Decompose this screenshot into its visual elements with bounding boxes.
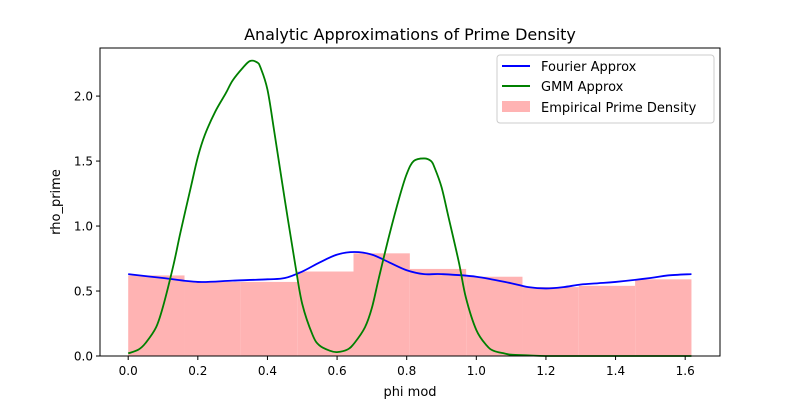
x-tick-label-0: 0.0 xyxy=(119,364,138,378)
chart-title: Analytic Approximations of Prime Density xyxy=(244,25,576,44)
histogram-bar-5 xyxy=(409,268,467,356)
y-axis-label: rho_prime xyxy=(49,169,64,235)
legend-gmm-label: GMM Approx xyxy=(541,80,624,95)
histogram-bar-2 xyxy=(240,281,298,356)
histogram-bar-3 xyxy=(297,271,354,356)
x-tick-label-4: 0.8 xyxy=(397,364,416,378)
histogram-layer xyxy=(128,253,692,356)
x-tick-label-6: 1.2 xyxy=(536,364,555,378)
legend: Fourier Approx GMM Approx Empirical Prim… xyxy=(496,54,715,124)
histogram-bar-7 xyxy=(522,287,579,356)
y-tick-label-1: 0.5 xyxy=(74,285,93,299)
histogram-bar-6 xyxy=(466,276,523,356)
y-ticks: 0.0 0.5 1.0 1.5 2.0 xyxy=(74,90,100,364)
series-line-gmm xyxy=(127,59,692,357)
legend-histogram-swatch xyxy=(502,101,530,112)
series-line-fourier xyxy=(128,251,692,290)
x-tick-label-8: 1.6 xyxy=(676,364,695,378)
y-tick-label-3: 1.5 xyxy=(74,155,93,169)
x-tick-label-5: 1.0 xyxy=(467,364,486,378)
axes: 0.0 0.2 0.4 0.6 0.8 1.0 1.2 1.4 1.6 0.0 0.5 1.0 1.5… xyxy=(74,47,721,378)
x-axis-label: phi mod xyxy=(383,385,436,400)
x-ticks: 0.0 0.2 0.4 0.6 0.8 1.0 1.2 1.4 1.6 xyxy=(119,356,695,378)
y-tick-label-4: 2.0 xyxy=(74,90,93,104)
legend-histogram-label: Empirical Prime Density xyxy=(541,101,697,116)
lines-layer xyxy=(127,59,692,357)
x-tick-label-2: 0.4 xyxy=(258,364,277,378)
histogram-bar-4 xyxy=(353,253,410,356)
histogram-bar-9 xyxy=(635,279,692,356)
plot-frame xyxy=(99,47,721,357)
histogram-bar-8 xyxy=(578,285,636,356)
y-tick-label-0: 0.0 xyxy=(74,350,93,364)
x-tick-label-1: 0.2 xyxy=(188,364,207,378)
legend-fourier-label: Fourier Approx xyxy=(541,60,637,75)
legend-box xyxy=(496,54,715,124)
x-tick-label-3: 0.6 xyxy=(328,364,347,378)
histogram-bar-1 xyxy=(184,281,241,356)
x-tick-label-7: 1.4 xyxy=(606,364,625,378)
y-tick-label-2: 1.0 xyxy=(74,220,93,234)
histogram-bar-0 xyxy=(128,275,185,356)
